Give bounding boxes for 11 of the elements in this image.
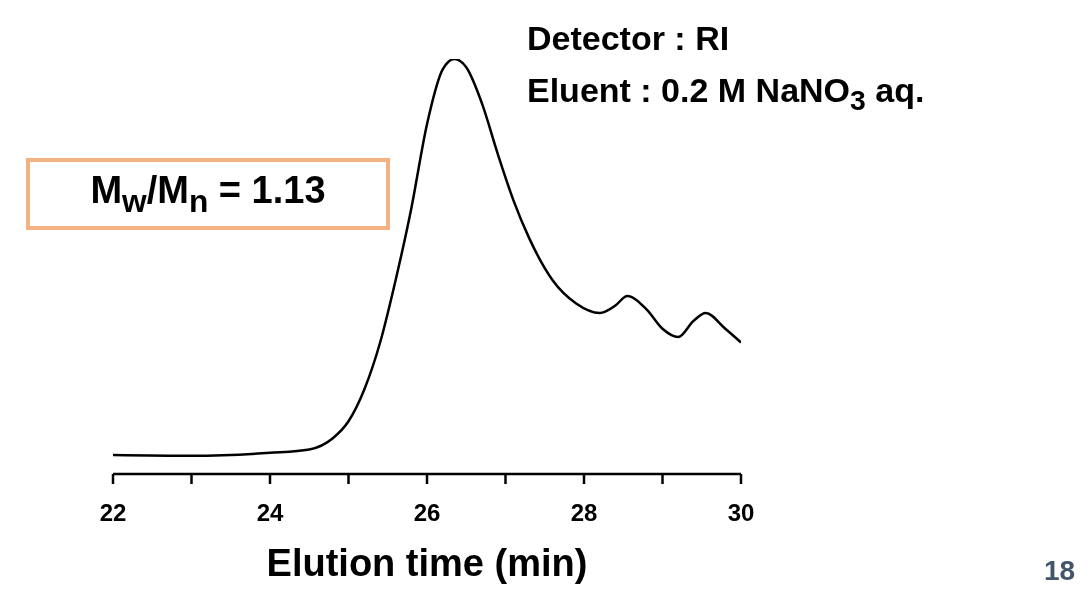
x-tick-label: 28: [570, 499, 598, 527]
text: 18: [1044, 554, 1076, 588]
annotation: Eluent : 0.2 M NaNO$_{3}$ aq.: [527, 70, 925, 118]
annotation: M$_{w}$/M$_{n}$ = 1.13: [90, 168, 326, 220]
x-tick-label: 26: [413, 499, 441, 527]
x-tick-label: 24: [256, 499, 284, 527]
text: Detector : RI: [527, 18, 730, 59]
x-tick-label: 30: [727, 499, 755, 527]
note-frame: M$_{w}$/M$_{n}$ = 1.13: [26, 158, 390, 230]
x-axis-title: Elution time (min): [266, 542, 588, 584]
x-tick-label: 22: [99, 499, 127, 527]
